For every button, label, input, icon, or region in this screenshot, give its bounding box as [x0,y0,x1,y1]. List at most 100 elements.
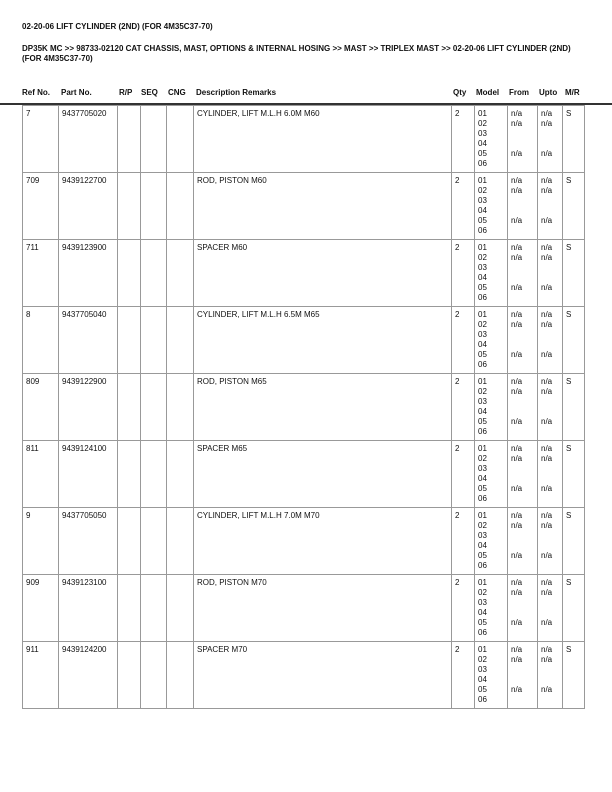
table-row: 7 9437705020 CYLINDER, LIFT M.L.H 6.0M M60… [22,105,585,173]
upto: n/a n/a n/a [537,507,563,575]
from-line: n/a [511,320,523,329]
table-row: 911 9439124200 SPACER M70 2 01 02 03 04 05 06 n/a n… [22,641,585,709]
from-line: n/a [511,283,523,292]
ref-no: 7 [22,105,59,173]
header-from: From [509,88,529,97]
from-line: n/a [511,645,523,654]
seq-cell [140,574,167,642]
rp-cell [117,373,141,441]
model-line: 04 [478,340,487,349]
mr: S [562,507,585,575]
upto-line: n/a [541,350,553,359]
upto-line [541,196,559,206]
upto: n/a n/a n/a [537,440,563,508]
model-line: 04 [478,474,487,483]
upto-line [541,464,559,474]
upto-line: n/a [541,588,553,597]
qty: 2 [451,105,475,173]
model-line: 04 [478,608,487,617]
upto-line [541,675,559,685]
model: 01 02 03 04 05 06 [474,172,508,240]
from-line: n/a [511,454,523,463]
upto-line: n/a [541,511,553,520]
ref-no: 711 [22,239,59,307]
from-line: n/a [511,216,523,225]
model-line: 01 [478,645,487,654]
header-cng: CNG [168,88,186,97]
cng-cell [166,306,194,374]
page-title: 02-20-06 LIFT CYLINDER (2ND) (FOR 4M35C3… [22,22,213,31]
model: 01 02 03 04 05 06 [474,641,508,709]
qty: 2 [451,373,475,441]
upto-line: n/a [541,387,553,396]
from-line [511,675,534,685]
upto-line: n/a [541,149,553,158]
upto-line [541,665,559,675]
rp-cell [117,172,141,240]
cng-cell [166,239,194,307]
model-line: 02 [478,320,487,329]
from-line [511,407,534,417]
table-row: 8 9437705040 CYLINDER, LIFT M.L.H 6.5M M65… [22,306,585,374]
model-line: 02 [478,588,487,597]
from-line [511,293,534,303]
model: 01 02 03 04 05 06 [474,507,508,575]
from-line [511,330,534,340]
from-line [511,427,534,437]
description: SPACER M70 [193,641,452,709]
model-line: 02 [478,186,487,195]
header-mr: M/R [565,88,580,97]
from-line [511,474,534,484]
upto: n/a n/a n/a [537,172,563,240]
upto-line [541,139,559,149]
description: SPACER M65 [193,440,452,508]
upto-line [541,541,559,551]
upto-line [541,397,559,407]
upto-line: n/a [541,310,553,319]
model-line: 01 [478,310,487,319]
mr: S [562,373,585,441]
model-line: 01 [478,176,487,185]
model-line: 02 [478,454,487,463]
upto-line [541,129,559,139]
upto-line [541,427,559,437]
model-line: 06 [478,427,487,436]
description: CYLINDER, LIFT M.L.H 7.0M M70 [193,507,452,575]
upto-line: n/a [541,578,553,587]
model-line: 02 [478,253,487,262]
upto-line [541,273,559,283]
upto-line: n/a [541,186,553,195]
cng-cell [166,574,194,642]
model-line: 01 [478,377,487,386]
table-row: 909 9439123100 ROD, PISTON M70 2 01 02 03 04 05 0… [22,574,585,642]
upto-line [541,206,559,216]
part-no: 9439122900 [58,373,118,441]
cng-cell [166,172,194,240]
upto-line: n/a [541,283,553,292]
model-line: 03 [478,665,487,674]
upto-line [541,293,559,303]
from-line [511,196,534,206]
from-line: n/a [511,377,523,386]
part-no: 9437705050 [58,507,118,575]
model-line: 02 [478,655,487,664]
upto: n/a n/a n/a [537,306,563,374]
description: ROD, PISTON M65 [193,373,452,441]
header-part: Part No. [61,88,92,97]
rp-cell [117,574,141,642]
header-desc: Description Remarks [196,88,277,97]
model-line: 01 [478,578,487,587]
upto-line: n/a [541,655,553,664]
upto-line: n/a [541,618,553,627]
upto-line: n/a [541,685,553,694]
model-line: 05 [478,618,487,627]
upto-line [541,494,559,504]
from-line: n/a [511,618,523,627]
from-line: n/a [511,578,523,587]
rp-cell [117,641,141,709]
ref-no: 811 [22,440,59,508]
model-line: 03 [478,397,487,406]
upto-line: n/a [541,521,553,530]
mr: S [562,105,585,173]
ref-no: 809 [22,373,59,441]
